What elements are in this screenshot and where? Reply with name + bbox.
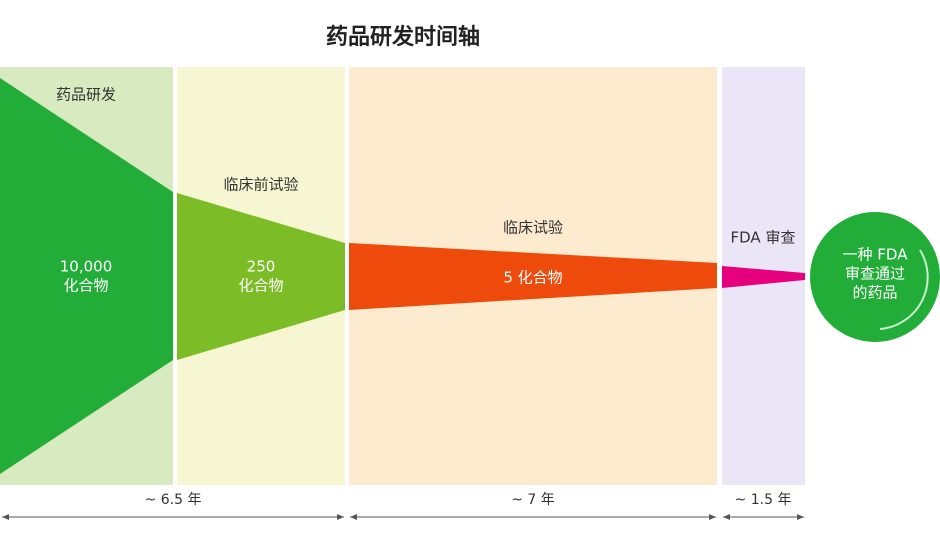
stage-count: 250	[247, 258, 276, 276]
stage-label: 药品研发	[56, 86, 116, 104]
funnel	[0, 78, 173, 474]
funnel	[722, 266, 805, 288]
stage-count: 化合物	[238, 277, 283, 295]
stage-count: 化合物	[63, 277, 108, 295]
title: 药品研发时间轴	[326, 24, 480, 50]
stage-label: FDA 审查	[731, 229, 796, 247]
stage-label: 临床前试验	[223, 176, 298, 194]
result-text: 的药品	[852, 284, 897, 302]
funnel	[349, 243, 717, 310]
duration-label: ~ 1.5 年	[735, 492, 792, 508]
stage-count: 5 化合物	[503, 269, 562, 287]
circle-arc	[879, 249, 929, 330]
funnel	[177, 193, 345, 360]
stage-label: 临床试验	[503, 219, 563, 237]
result-text: 一种 FDA	[843, 246, 909, 264]
duration-label: ~ 6.5 年	[145, 492, 202, 508]
result-text: 审查通过	[845, 265, 905, 283]
result-circle	[810, 212, 940, 342]
duration-label: ~ 7 年	[511, 492, 555, 508]
stage-count: 10,000	[60, 258, 113, 276]
